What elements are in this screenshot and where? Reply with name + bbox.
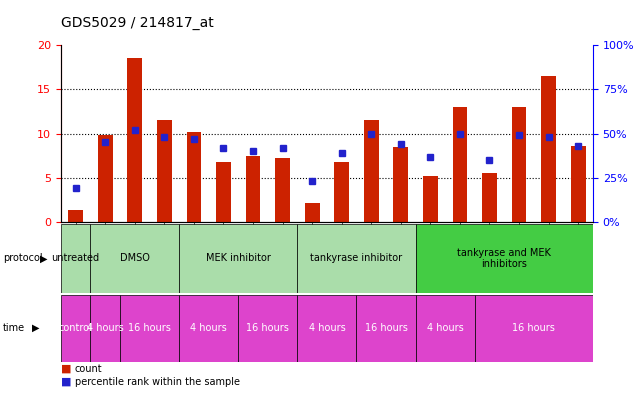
Text: 16 hours: 16 hours [246, 323, 289, 333]
Bar [128, 59, 142, 222]
Bar [512, 107, 526, 222]
Bar [216, 162, 231, 222]
Bar [90, 295, 120, 362]
Text: 4 hours: 4 hours [190, 323, 227, 333]
Text: control: control [59, 323, 92, 333]
Bar [157, 120, 172, 222]
Bar [453, 107, 467, 222]
Bar [98, 135, 113, 222]
Text: tankyrase inhibitor: tankyrase inhibitor [310, 253, 403, 263]
Bar [482, 173, 497, 222]
Bar [187, 132, 201, 222]
Bar [90, 224, 179, 293]
Bar [364, 120, 379, 222]
Text: ▶: ▶ [40, 253, 48, 263]
Bar [415, 295, 475, 362]
Bar [69, 209, 83, 222]
Bar [335, 162, 349, 222]
Bar [475, 295, 593, 362]
Bar [415, 224, 593, 293]
Bar [423, 176, 438, 222]
Bar [246, 156, 260, 222]
Text: ■: ■ [61, 364, 71, 374]
Text: 16 hours: 16 hours [128, 323, 171, 333]
Text: protocol: protocol [3, 253, 43, 263]
Bar [394, 147, 408, 222]
Bar [570, 146, 585, 222]
Bar [275, 158, 290, 222]
Text: 4 hours: 4 hours [427, 323, 463, 333]
Text: GDS5029 / 214817_at: GDS5029 / 214817_at [61, 16, 213, 30]
Bar [297, 295, 356, 362]
Bar [61, 295, 90, 362]
Text: time: time [3, 323, 26, 333]
Text: 4 hours: 4 hours [308, 323, 345, 333]
Text: 16 hours: 16 hours [512, 323, 555, 333]
Text: 16 hours: 16 hours [365, 323, 408, 333]
Text: DMSO: DMSO [120, 253, 150, 263]
Bar [356, 295, 415, 362]
Bar [304, 204, 319, 222]
Bar [120, 295, 179, 362]
Text: tankyrase and MEK
inhibitors: tankyrase and MEK inhibitors [457, 248, 551, 269]
Text: ■: ■ [61, 377, 71, 387]
Bar [179, 224, 297, 293]
Text: count: count [75, 364, 103, 374]
Text: untreated: untreated [52, 253, 100, 263]
Bar [297, 224, 415, 293]
Text: MEK inhibitor: MEK inhibitor [206, 253, 271, 263]
Text: percentile rank within the sample: percentile rank within the sample [75, 377, 240, 387]
Bar [179, 295, 238, 362]
Bar [61, 224, 90, 293]
Bar [238, 295, 297, 362]
Text: 4 hours: 4 hours [87, 323, 124, 333]
Bar [541, 76, 556, 222]
Text: ▶: ▶ [32, 323, 40, 333]
